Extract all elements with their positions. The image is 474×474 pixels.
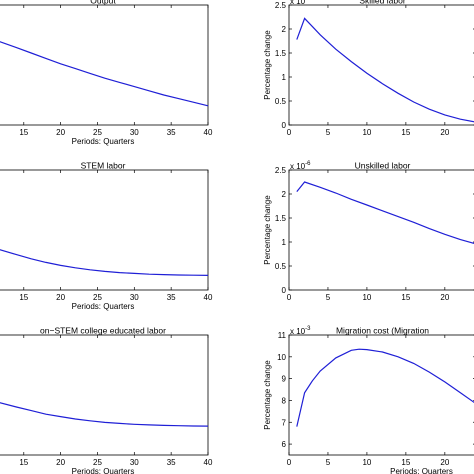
x-tick-label: 35 [167,458,176,467]
exponent-label: x 10-3 [290,0,311,6]
x-tick-label: 15 [19,458,28,467]
x-tick-label: 20 [440,128,449,137]
series-line-1 [0,249,209,276]
exponent-label: x 10-3 [290,326,311,336]
exponent-label: x 10-6 [290,161,311,171]
y-tick-label: 11 [278,331,287,340]
y-tick-label: 0 [282,121,287,130]
x-tick-label: 20 [56,458,65,467]
x-tick-label: 20 [440,458,449,467]
y-tick-label: 0 [282,286,287,295]
panel-title: Migration cost (Migration [336,326,429,336]
panel-title: on−STEM college educated labor [40,326,166,336]
panel-6: Migration cost (Migration 0 5 10 15 20 6 7 8 9 10 1… [263,326,474,474]
x-tick-label: 5 [326,128,331,137]
x-axis-label: Periods: Quarters [72,467,135,474]
y-tick-label: 0.5 [275,262,287,271]
series-line-1 [296,348,474,427]
x-tick-label: 40 [204,293,213,302]
panel-title: Unskilled labor [355,161,411,171]
x-axis-label: Periods: Quarters [72,137,135,146]
axes-frame [288,4,474,126]
x-tick-label: 15 [401,128,410,137]
axes-frame [288,169,474,291]
x-tick-label: 25 [93,458,102,467]
x-tick-label: 15 [19,293,28,302]
panel-title: STEM labor [81,161,126,171]
x-tick-label: 25 [93,293,102,302]
y-tick-label: 0.5 [275,97,287,106]
x-tick-label: 35 [167,128,176,137]
panel-title: Output [90,0,116,6]
x-tick-label: 20 [56,128,65,137]
x-axis-label: Periods: Quarters [72,302,135,311]
x-tick-label: 10 [362,128,371,137]
axes-frame [0,334,209,456]
panel-4: Unskilled labor 0 5 10 15 20 0 0.5 1 1.5 2 2.5 Perce… [263,161,474,302]
x-tick-label: 15 [401,458,410,467]
y-tick-label: 1 [282,238,287,247]
x-tick-label: 30 [130,458,139,467]
y-tick-label: 8 [282,396,287,405]
x-tick-label: 20 [440,293,449,302]
series-line-1 [296,181,474,244]
x-tick-label: 0 [287,293,292,302]
x-tick-label: 10 [362,458,371,467]
panel-1: Output 15 20 25 30 35 40 Periods: Quarters [0,0,213,146]
x-tick-label: 40 [204,458,213,467]
x-tick-label: 15 [19,128,28,137]
y-axis-label: Percentage change [263,30,272,100]
x-tick-label: 30 [130,293,139,302]
y-axis-label: Percentage change [263,195,272,265]
x-tick-label: 35 [167,293,176,302]
x-tick-label: 0 [287,128,292,137]
x-tick-label: 30 [130,128,139,137]
x-tick-label: 5 [326,458,331,467]
x-tick-label: 20 [56,293,65,302]
y-tick-label: 2.5 [275,166,287,175]
panel-title: Skilled labor [359,0,405,6]
y-tick-label: 1.5 [275,214,287,223]
x-axis-label: Periods: Quarters [390,467,453,474]
y-tick-label: 7 [282,418,287,427]
series-line-1 [296,17,474,123]
panel-2: Skilled labor 0 5 10 15 20 0 0.5 1 1.5 2 2.5 Percent… [263,0,474,137]
series-line-1 [0,402,209,427]
series-line-1 [0,41,209,107]
x-tick-label: 0 [287,458,292,467]
x-tick-label: 25 [93,128,102,137]
x-tick-label: 40 [204,128,213,137]
y-tick-label: 2 [282,25,287,34]
panel-3: STEM labor 15 20 25 30 35 40 Periods: Quarters [0,161,213,311]
x-tick-label: 5 [326,293,331,302]
y-tick-label: 9 [282,375,287,384]
y-tick-label: 10 [277,353,286,362]
y-tick-label: 6 [282,440,287,449]
y-tick-label: 2.5 [275,1,287,10]
axes-frame [0,4,209,126]
y-axis-label: Percentage change [263,360,272,430]
axes-frame [0,169,209,291]
y-tick-label: 1.5 [275,49,287,58]
x-tick-label: 15 [401,293,410,302]
x-tick-label: 10 [362,293,371,302]
y-tick-label: 1 [282,73,287,82]
y-tick-label: 2 [282,190,287,199]
panel-5: on−STEM college educated labor 15 20 25 30 35… [0,326,213,474]
axes-frame [288,334,474,456]
